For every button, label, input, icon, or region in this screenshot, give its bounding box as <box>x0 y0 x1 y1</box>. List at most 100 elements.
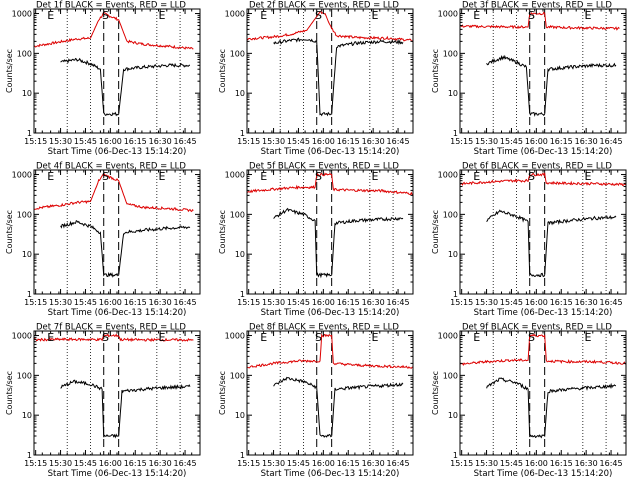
x-tick-label: 16:30 <box>575 137 598 146</box>
x-tick-label: 15:45 <box>500 459 523 468</box>
panel-det-7: Det 7f BLACK = Events, RED = LLD 1 10 100 10… <box>5 323 201 479</box>
x-tick-label: 15:15 <box>237 459 260 468</box>
y-tick-label: 100 <box>443 210 458 219</box>
panel-det-8: Det 8f BLACK = Events, RED = LLD 1 10 100 10… <box>218 323 414 479</box>
panel-title: Det 6f BLACK = Events, RED = LLD <box>462 162 612 172</box>
panel-det-5: Det 5f BLACK = Events, RED = LLD 1 10 100 10… <box>218 162 414 318</box>
y-tick-label: 1 <box>453 451 458 460</box>
panel-det-2: Det 2f BLACK = Events, RED = LLD 1 10 100 10… <box>218 1 414 157</box>
y-tick-label: 10 <box>235 411 245 420</box>
segment-annotation: E <box>585 170 592 183</box>
x-tick-label: 16:15 <box>550 137 573 146</box>
plot-frame <box>246 330 414 456</box>
y-tick-label: 100 <box>230 371 245 380</box>
segment-annotation: E <box>159 331 166 344</box>
x-tick-label: 15:30 <box>49 137 72 146</box>
x-tick-label: 16:45 <box>387 459 410 468</box>
x-tick-label: 15:45 <box>500 137 523 146</box>
segment-annotation: E <box>585 331 592 344</box>
segment-annotation: E <box>473 9 480 22</box>
events-series-line <box>60 219 191 278</box>
y-tick-label: 10 <box>22 250 32 259</box>
y-tick-label: 1 <box>27 129 32 138</box>
x-tick-label: 16:30 <box>149 298 172 307</box>
segment-annotation: S <box>102 9 109 22</box>
y-tick-label: 1000 <box>12 332 32 341</box>
y-axis-label: Counts/sec <box>5 371 14 415</box>
y-tick-label: 1000 <box>438 10 458 19</box>
x-tick-label: 16:00 <box>525 459 548 468</box>
y-tick-label: 1000 <box>225 10 245 19</box>
segment-annotation: S <box>528 170 535 183</box>
y-tick-label: 10 <box>22 89 32 98</box>
x-tick-label: 15:30 <box>49 298 72 307</box>
y-tick-label: 1 <box>240 290 245 299</box>
y-tick-label: 100 <box>443 49 458 58</box>
x-tick-label: 16:15 <box>550 459 573 468</box>
x-tick-label: 16:15 <box>337 298 360 307</box>
x-tick-label: 16:30 <box>149 137 172 146</box>
y-tick-label: 100 <box>17 371 32 380</box>
plot-frame <box>459 330 627 456</box>
panel-title: Det 9f BLACK = Events, RED = LLD <box>462 323 612 333</box>
y-tick-label: 1000 <box>438 171 458 180</box>
x-axis-label: Start Time (06-Dec-13 15:14:20) <box>261 469 400 479</box>
y-tick-label: 10 <box>448 411 458 420</box>
x-axis-label: Start Time (06-Dec-13 15:14:20) <box>48 147 187 157</box>
x-tick-label: 15:15 <box>237 298 260 307</box>
y-tick-label: 1 <box>453 129 458 138</box>
segment-annotation: E <box>47 9 54 22</box>
y-axis-label: Counts/sec <box>5 210 14 254</box>
x-tick-label: 15:45 <box>500 298 523 307</box>
panel-title: Det 8f BLACK = Events, RED = LLD <box>249 323 399 333</box>
x-tick-label: 16:00 <box>99 459 122 468</box>
x-tick-label: 16:00 <box>525 298 548 307</box>
x-axis-label: Start Time (06-Dec-13 15:14:20) <box>474 308 613 318</box>
x-tick-label: 16:15 <box>550 298 573 307</box>
events-series-line <box>273 37 404 117</box>
x-tick-label: 15:45 <box>74 459 97 468</box>
events-series-line <box>60 379 191 439</box>
x-tick-label: 15:30 <box>475 137 498 146</box>
y-tick-label: 100 <box>443 371 458 380</box>
segment-annotation: S <box>528 331 535 344</box>
x-tick-label: 16:45 <box>600 137 623 146</box>
events-series-line <box>273 207 404 279</box>
x-tick-label: 16:45 <box>387 298 410 307</box>
x-tick-label: 16:00 <box>312 137 335 146</box>
panel-title: Det 7f BLACK = Events, RED = LLD <box>36 323 186 333</box>
x-axis-label: Start Time (06-Dec-13 15:14:20) <box>261 147 400 157</box>
x-tick-label: 15:15 <box>450 459 473 468</box>
events-series-line <box>273 376 404 438</box>
y-tick-label: 10 <box>448 250 458 259</box>
lld-series-line <box>246 172 414 196</box>
lld-series-line <box>246 10 414 42</box>
panel-det-9: Det 9f BLACK = Events, RED = LLD 1 10 100 10… <box>431 323 627 479</box>
segment-annotation: E <box>372 170 379 183</box>
y-tick-label: 100 <box>17 49 32 58</box>
panel-det-6: Det 6f BLACK = Events, RED = LLD 1 10 100 10… <box>431 162 627 318</box>
segment-annotation: E <box>372 9 379 22</box>
y-tick-label: 100 <box>17 210 32 219</box>
lld-series-line <box>33 12 194 50</box>
y-tick-label: 100 <box>230 210 245 219</box>
segment-annotation: S <box>315 331 322 344</box>
y-tick-label: 1000 <box>12 10 32 19</box>
x-tick-label: 16:15 <box>124 137 147 146</box>
events-series-line <box>486 377 617 439</box>
y-axis-label: Counts/sec <box>218 210 227 254</box>
x-tick-label: 15:15 <box>24 459 47 468</box>
segment-annotation: S <box>102 170 109 183</box>
segment-annotation: E <box>372 331 379 344</box>
lld-series-line <box>246 333 414 369</box>
segment-annotation: E <box>47 331 54 344</box>
y-tick-label: 1000 <box>438 332 458 341</box>
x-tick-label: 16:00 <box>99 298 122 307</box>
x-tick-label: 16:45 <box>174 298 197 307</box>
x-tick-label: 15:30 <box>262 137 285 146</box>
y-tick-label: 100 <box>230 49 245 58</box>
x-tick-label: 15:30 <box>262 459 285 468</box>
lld-series-line <box>459 333 627 366</box>
y-tick-label: 10 <box>235 250 245 259</box>
